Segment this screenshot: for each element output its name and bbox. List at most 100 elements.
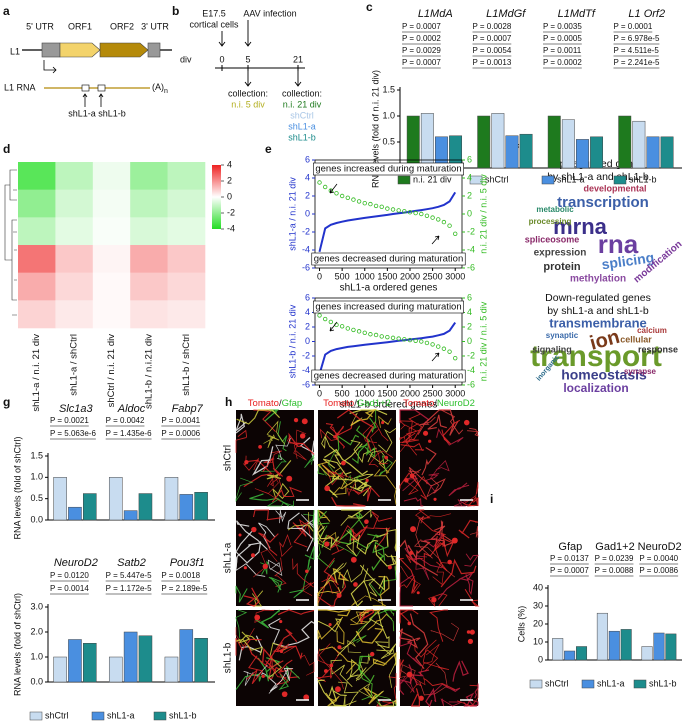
neurite (325, 421, 354, 436)
bar (138, 635, 153, 683)
cloud-word: expression (534, 248, 587, 259)
bar (519, 133, 533, 169)
soma (387, 565, 392, 570)
heatmap-cell (18, 217, 56, 246)
neurite (371, 551, 385, 571)
header-part: NeuroD2 (437, 398, 475, 409)
neurite (374, 544, 397, 567)
legend-label: shCtrl (485, 174, 509, 184)
neurite (368, 450, 393, 468)
label: AAV infection (243, 8, 296, 18)
x-axis-label: shL1-b ordered genes (340, 400, 438, 411)
neurite (387, 529, 397, 552)
bar (641, 646, 653, 661)
soma (381, 421, 385, 425)
neurite (236, 409, 281, 425)
bar (83, 493, 97, 521)
legend-swatch (529, 679, 543, 689)
point (322, 184, 328, 190)
point (436, 344, 441, 349)
neurite (235, 429, 248, 453)
soma (328, 623, 332, 627)
neurite (235, 542, 261, 568)
y-tick-label: 1.5 (30, 450, 43, 460)
soma (333, 435, 337, 439)
label: L1 (10, 46, 20, 56)
x-tick-label: 2000 (400, 388, 420, 398)
p-value: P = 0.0007 (402, 58, 441, 67)
y2-tick-label: 6 (467, 154, 472, 164)
heatmap-cell (55, 189, 94, 218)
micrograph (236, 610, 314, 706)
cloud-word: cellular (620, 334, 652, 344)
y2-tick-label: 0 (467, 208, 472, 218)
heatmap-cell (55, 272, 94, 301)
neurite (265, 628, 298, 666)
neurite (399, 572, 415, 589)
legend-label: shL1-b (169, 710, 197, 720)
heatmap-cell (18, 300, 56, 329)
neurite (287, 436, 307, 461)
p-value: P = 0.0041 (161, 416, 200, 425)
cloud-word: signaling (532, 344, 572, 354)
label: 5 (245, 54, 250, 64)
neurite (317, 463, 327, 476)
neurite (236, 520, 268, 550)
neurite (266, 477, 283, 490)
point (356, 199, 362, 204)
point (413, 210, 418, 216)
neurite (317, 592, 320, 606)
neurite (274, 557, 287, 587)
soma (324, 541, 330, 547)
soma (244, 460, 249, 465)
neurite (287, 620, 315, 646)
category-label: NeuroD2 (638, 541, 682, 553)
neurite (378, 698, 397, 707)
neurite (359, 655, 373, 701)
neurite (318, 609, 352, 617)
neurite (287, 512, 314, 532)
neurite (324, 475, 340, 498)
legend-label: shCtrl (545, 678, 569, 688)
soma (258, 445, 262, 449)
bar (108, 656, 123, 683)
neurite (401, 413, 423, 444)
neurite (399, 539, 439, 576)
cloud-word: methylation (570, 274, 626, 285)
neurite (340, 509, 373, 526)
point (317, 180, 322, 185)
p-value: P = 1.435e-6 (106, 429, 152, 438)
point (453, 355, 458, 361)
heatmap-cell (130, 217, 168, 246)
heatmap-cell (167, 162, 206, 190)
soma (305, 569, 309, 574)
x-tick-label: 2500 (423, 271, 443, 281)
neurite (254, 609, 275, 623)
y-tick-label: 2 (305, 321, 310, 331)
y-tick-label: 1.0 (30, 472, 43, 482)
p-value: P = 0.0120 (50, 571, 89, 580)
legend-swatch (153, 711, 167, 721)
soma (369, 651, 375, 657)
neurite (372, 541, 389, 561)
label: shCtrl (290, 110, 314, 120)
label: 3' UTR (141, 21, 169, 31)
soma (416, 591, 420, 595)
neurite (425, 473, 440, 493)
point (362, 200, 367, 206)
neurite (345, 530, 359, 557)
y2-tick-label: 4 (467, 172, 472, 182)
soma (422, 430, 429, 436)
neurite (316, 579, 342, 595)
neurite (317, 509, 330, 525)
bar (194, 638, 208, 683)
label: shL1-b (98, 108, 126, 118)
neurite (275, 642, 303, 660)
neurite (399, 472, 428, 500)
neurite (340, 639, 362, 654)
header-part: Tomato (323, 398, 354, 409)
neurite (246, 655, 264, 685)
neurite (254, 473, 281, 502)
x-tick-label: 0 (317, 388, 322, 398)
category-label: Gad1+2 (595, 541, 634, 553)
